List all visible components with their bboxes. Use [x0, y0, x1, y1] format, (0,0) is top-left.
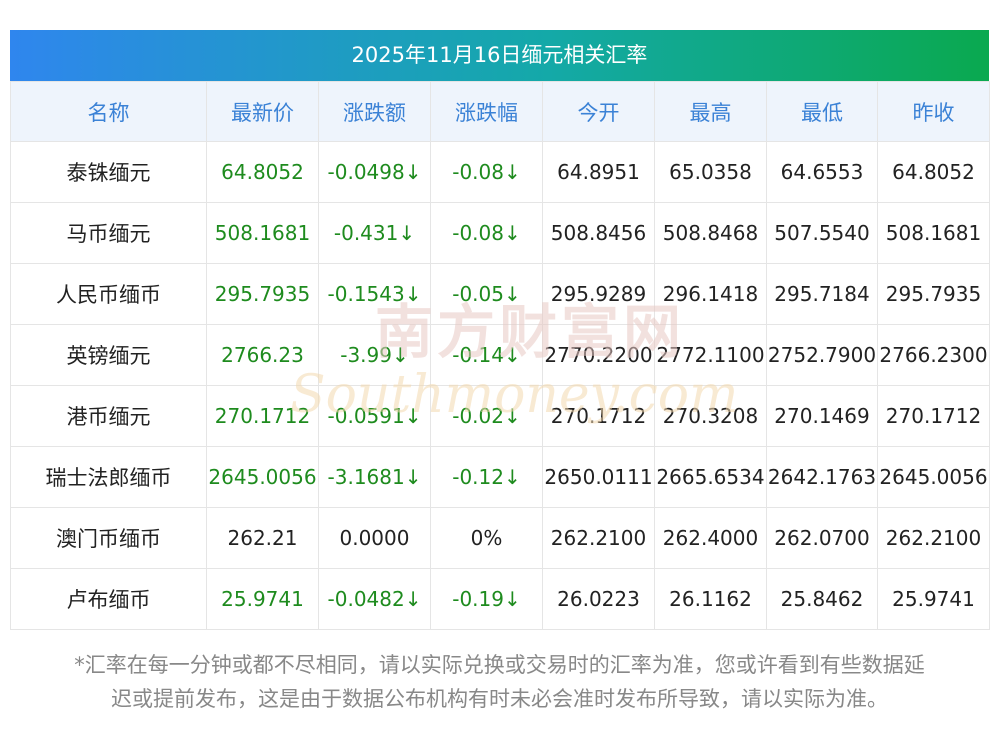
cell-change: -3.1681↓	[318, 446, 431, 508]
cell-open: 2770.2200	[542, 324, 655, 386]
header-pct: 涨跌幅	[430, 81, 543, 142]
cell-open: 2650.0111	[542, 446, 655, 508]
footnote-line-1: *汇率在每一分钟或都不尽相同，请以实际兑换或交易时的汇率为准，您或许看到有些数据…	[74, 653, 925, 677]
cell-high: 65.0358	[654, 141, 767, 203]
cell-change: -0.1543↓	[318, 263, 431, 325]
header-open: 今开	[542, 81, 655, 142]
cell-latest: 295.7935	[206, 263, 319, 325]
cell-name: 瑞士法郎缅币	[10, 446, 207, 508]
cell-latest: 262.21	[206, 507, 319, 569]
cell-high: 296.1418	[654, 263, 767, 325]
cell-pct: -0.08↓	[430, 141, 543, 203]
cell-change: -3.99↓	[318, 324, 431, 386]
cell-pct: -0.12↓	[430, 446, 543, 508]
table-row: 英镑缅元 2766.23 -3.99↓ -0.14↓ 2770.2200 2772.110…	[10, 324, 990, 386]
cell-prev: 295.7935	[877, 263, 990, 325]
cell-pct: -0.05↓	[430, 263, 543, 325]
cell-open: 26.0223	[542, 568, 655, 630]
cell-high: 508.8468	[654, 202, 767, 264]
cell-high: 2772.1100	[654, 324, 767, 386]
header-high: 最高	[654, 81, 767, 142]
cell-latest: 508.1681	[206, 202, 319, 264]
cell-prev: 262.2100	[877, 507, 990, 569]
cell-open: 295.9289	[542, 263, 655, 325]
cell-pct: 0%	[430, 507, 543, 569]
cell-pct: -0.14↓	[430, 324, 543, 386]
cell-prev: 508.1681	[877, 202, 990, 264]
cell-low: 295.7184	[766, 263, 878, 325]
table-row: 马币缅元 508.1681 -0.431↓ -0.08↓ 508.8456 508.846…	[10, 202, 990, 264]
cell-high: 262.4000	[654, 507, 767, 569]
table-row: 泰铢缅元 64.8052 -0.0498↓ -0.08↓ 64.8951 65.0358 6…	[10, 141, 990, 203]
table-row: 卢布缅币 25.9741 -0.0482↓ -0.19↓ 26.0223 26.1162 2…	[10, 568, 990, 630]
cell-latest: 25.9741	[206, 568, 319, 630]
header-low: 最低	[766, 81, 878, 142]
cell-change: -0.431↓	[318, 202, 431, 264]
cell-latest: 64.8052	[206, 141, 319, 203]
table-title: 2025年11月16日缅元相关汇率	[10, 30, 989, 81]
cell-change: -0.0498↓	[318, 141, 431, 203]
table-header-row: 名称 最新价 涨跌额 涨跌幅 今开 最高 最低 昨收	[10, 81, 990, 142]
table-row: 港币缅元 270.1712 -0.0591↓ -0.02↓ 270.1712 270.32…	[10, 385, 990, 447]
cell-prev: 64.8052	[877, 141, 990, 203]
cell-pct: -0.02↓	[430, 385, 543, 447]
cell-name: 港币缅元	[10, 385, 207, 447]
cell-name: 澳门币缅币	[10, 507, 207, 569]
table-row: 瑞士法郎缅币 2645.0056 -3.1681↓ -0.12↓ 2650.0111 26…	[10, 446, 990, 508]
rate-table: 名称 最新价 涨跌额 涨跌幅 今开 最高 最低 昨收 泰铢缅元 64.8052 -0…	[10, 81, 990, 630]
cell-high: 270.3208	[654, 385, 767, 447]
cell-name: 人民币缅币	[10, 263, 207, 325]
cell-open: 270.1712	[542, 385, 655, 447]
footnote: *汇率在每一分钟或都不尽相同，请以实际兑换或交易时的汇率为准，您或许看到有些数据…	[10, 648, 989, 716]
header-latest: 最新价	[206, 81, 319, 142]
cell-open: 508.8456	[542, 202, 655, 264]
cell-low: 64.6553	[766, 141, 878, 203]
cell-change: -0.0591↓	[318, 385, 431, 447]
cell-change: -0.0482↓	[318, 568, 431, 630]
cell-prev: 2645.0056	[877, 446, 990, 508]
cell-name: 英镑缅元	[10, 324, 207, 386]
footnote-line-2: 迟或提前发布，这是由于数据公布机构有时未必会准时发布所导致，请以实际为准。	[111, 687, 888, 711]
cell-latest: 270.1712	[206, 385, 319, 447]
cell-prev: 270.1712	[877, 385, 990, 447]
cell-pct: -0.08↓	[430, 202, 543, 264]
cell-open: 262.2100	[542, 507, 655, 569]
cell-high: 26.1162	[654, 568, 767, 630]
header-name: 名称	[10, 81, 207, 142]
cell-low: 507.5540	[766, 202, 878, 264]
cell-low: 262.0700	[766, 507, 878, 569]
cell-latest: 2766.23	[206, 324, 319, 386]
cell-name: 卢布缅币	[10, 568, 207, 630]
cell-open: 64.8951	[542, 141, 655, 203]
cell-high: 2665.6534	[654, 446, 767, 508]
cell-change: 0.0000	[318, 507, 431, 569]
header-change: 涨跌额	[318, 81, 431, 142]
cell-prev: 25.9741	[877, 568, 990, 630]
cell-name: 泰铢缅元	[10, 141, 207, 203]
header-prev: 昨收	[877, 81, 990, 142]
cell-low: 25.8462	[766, 568, 878, 630]
cell-prev: 2766.2300	[877, 324, 990, 386]
cell-latest: 2645.0056	[206, 446, 319, 508]
cell-pct: -0.19↓	[430, 568, 543, 630]
cell-low: 270.1469	[766, 385, 878, 447]
cell-name: 马币缅元	[10, 202, 207, 264]
rate-table-container: 2025年11月16日缅元相关汇率 名称 最新价 涨跌额 涨跌幅 今开 最高 最…	[10, 30, 990, 630]
table-row: 澳门币缅币 262.21 0.0000 0% 262.2100 262.4000 262.0…	[10, 507, 990, 569]
cell-low: 2752.7900	[766, 324, 878, 386]
table-row: 人民币缅币 295.7935 -0.1543↓ -0.05↓ 295.9289 296.1…	[10, 263, 990, 325]
cell-low: 2642.1763	[766, 446, 878, 508]
